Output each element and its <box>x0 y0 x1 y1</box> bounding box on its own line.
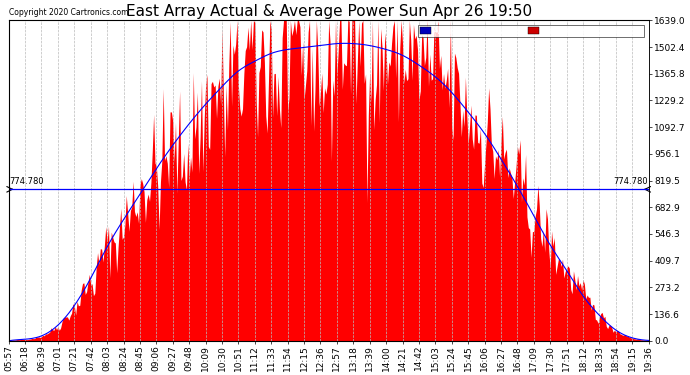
Text: 774.780: 774.780 <box>10 177 44 186</box>
Title: East Array Actual & Average Power Sun Apr 26 19:50: East Array Actual & Average Power Sun Ap… <box>126 4 532 19</box>
Text: Copyright 2020 Cartronics.com: Copyright 2020 Cartronics.com <box>9 8 128 17</box>
Text: 774.780: 774.780 <box>613 177 648 186</box>
Legend: Average  (DC Watts), East Array  (DC Watts): Average (DC Watts), East Array (DC Watts… <box>418 25 644 38</box>
